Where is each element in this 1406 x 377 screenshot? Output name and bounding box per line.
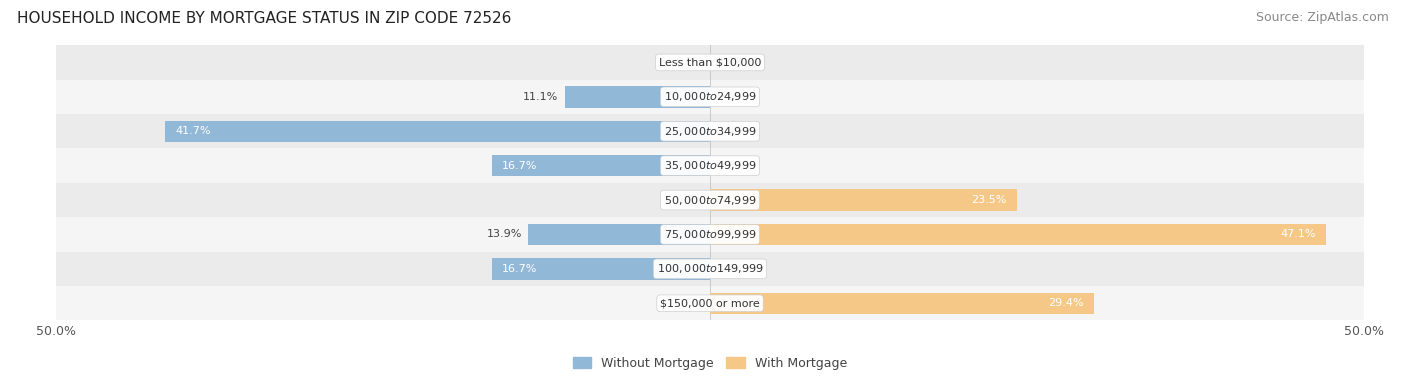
Text: $100,000 to $149,999: $100,000 to $149,999 <box>657 262 763 275</box>
Text: $10,000 to $24,999: $10,000 to $24,999 <box>664 90 756 103</box>
Text: 0.0%: 0.0% <box>717 161 745 171</box>
Text: 0.0%: 0.0% <box>717 92 745 102</box>
Text: $150,000 or more: $150,000 or more <box>661 298 759 308</box>
Text: Less than $10,000: Less than $10,000 <box>659 57 761 67</box>
Text: 0.0%: 0.0% <box>717 126 745 136</box>
Text: $75,000 to $99,999: $75,000 to $99,999 <box>664 228 756 241</box>
Bar <box>165 121 710 142</box>
Text: 0.0%: 0.0% <box>675 298 703 308</box>
Text: 0.0%: 0.0% <box>717 57 745 67</box>
Bar <box>56 286 1364 320</box>
Text: 47.1%: 47.1% <box>1279 230 1316 239</box>
Text: $25,000 to $34,999: $25,000 to $34,999 <box>664 125 756 138</box>
Text: $35,000 to $49,999: $35,000 to $49,999 <box>664 159 756 172</box>
Bar <box>492 155 710 176</box>
Bar <box>492 258 710 279</box>
Bar <box>710 224 1326 245</box>
Text: $50,000 to $74,999: $50,000 to $74,999 <box>664 193 756 207</box>
Text: 0.0%: 0.0% <box>675 57 703 67</box>
Bar <box>710 293 1094 314</box>
Bar <box>56 45 1364 80</box>
Text: 41.7%: 41.7% <box>176 126 211 136</box>
Text: 13.9%: 13.9% <box>486 230 522 239</box>
Legend: Without Mortgage, With Mortgage: Without Mortgage, With Mortgage <box>568 352 852 375</box>
Bar <box>56 217 1364 252</box>
Text: 11.1%: 11.1% <box>523 92 558 102</box>
Bar <box>56 114 1364 149</box>
Text: 29.4%: 29.4% <box>1049 298 1084 308</box>
Bar <box>56 252 1364 286</box>
Text: 16.7%: 16.7% <box>502 161 537 171</box>
Bar <box>529 224 710 245</box>
Text: 16.7%: 16.7% <box>502 264 537 274</box>
Bar <box>56 80 1364 114</box>
Text: 0.0%: 0.0% <box>717 264 745 274</box>
Text: 0.0%: 0.0% <box>675 195 703 205</box>
Bar <box>56 183 1364 217</box>
Text: 23.5%: 23.5% <box>972 195 1007 205</box>
Text: HOUSEHOLD INCOME BY MORTGAGE STATUS IN ZIP CODE 72526: HOUSEHOLD INCOME BY MORTGAGE STATUS IN Z… <box>17 11 512 26</box>
Bar <box>565 86 710 107</box>
Bar <box>56 149 1364 183</box>
Bar <box>710 189 1018 211</box>
Text: Source: ZipAtlas.com: Source: ZipAtlas.com <box>1256 11 1389 24</box>
